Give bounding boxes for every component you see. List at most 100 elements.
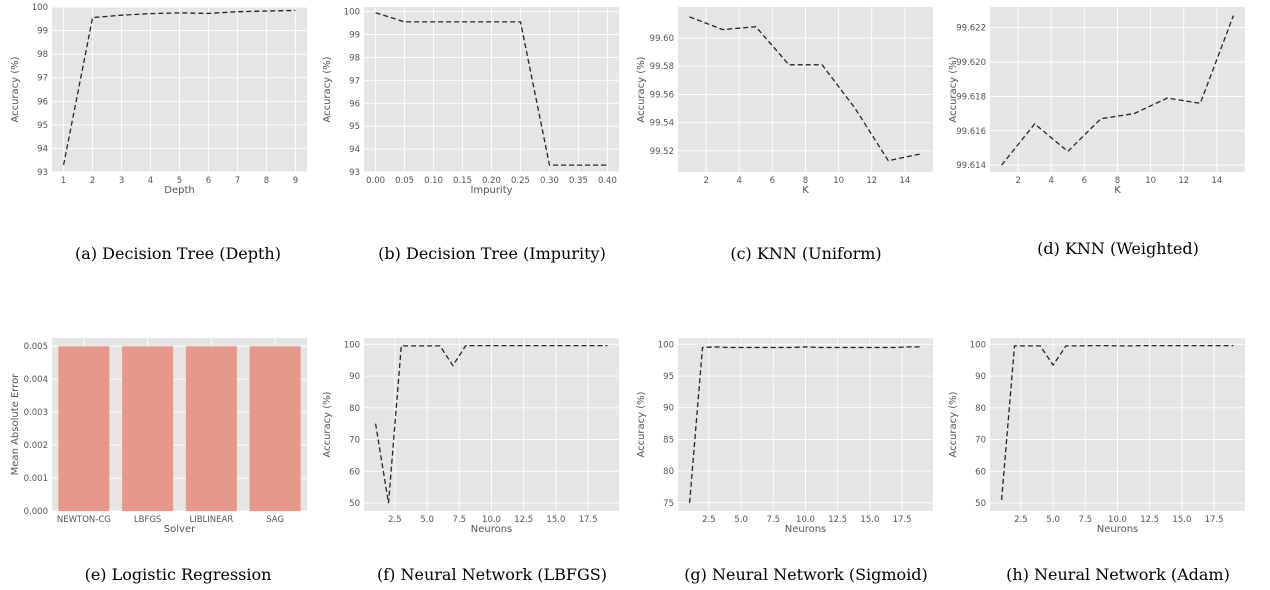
- y-axis-label: Accuracy (%): [322, 56, 333, 122]
- data-point: [1026, 344, 1029, 347]
- x-tick-label: 14: [899, 176, 910, 186]
- x-tick-label: 7.5: [1079, 515, 1093, 525]
- y-tick-label: 0.000: [24, 507, 48, 517]
- subfigure-caption: (b) Decision Tree (Impurity): [378, 244, 606, 263]
- y-tick-label: 95: [663, 372, 674, 382]
- y-tick-label: 93: [37, 168, 48, 178]
- data-point: [887, 159, 890, 162]
- data-point: [91, 16, 94, 19]
- x-tick-label: 15.0: [546, 515, 565, 525]
- data-point: [817, 346, 820, 349]
- x-tick-label: 2.5: [702, 515, 716, 525]
- x-tick-label: 15.0: [1172, 515, 1191, 525]
- data-point: [714, 345, 717, 348]
- y-tick-label: 99: [37, 27, 48, 37]
- data-point: [907, 345, 910, 348]
- x-tick-label: 12: [866, 176, 877, 186]
- data-point: [1103, 344, 1106, 347]
- accuracy-series-line: [1000, 344, 1234, 500]
- y-tick-label: 99.618: [956, 92, 986, 102]
- data-point: [120, 14, 123, 17]
- y-tick-label: 70: [975, 436, 986, 446]
- data-point: [1132, 112, 1135, 115]
- chart-panel: 75 80 85 90 95 100 2.5 5.0 7.5 10.0 12.5 15.0 17.5 Ne…: [636, 338, 933, 584]
- x-tick-label: 17.5: [1205, 515, 1224, 525]
- bar-liblinear: [185, 346, 237, 511]
- data-point: [503, 344, 506, 347]
- y-tick-label: 98: [349, 53, 360, 63]
- data-point: [516, 344, 519, 347]
- y-tick-label: 90: [349, 372, 360, 382]
- chart-panel: 99.614 99.616 99.618 99.620 99.622 2 4 6 8 10 12 14…: [948, 7, 1245, 258]
- y-tick-label: 99.56: [650, 90, 674, 100]
- y-tick-label: 60: [349, 467, 360, 477]
- y-tick-label: 0.002: [24, 441, 48, 451]
- x-axis-label: Neurons: [1097, 524, 1139, 535]
- chart-panel: 93 94 95 96 97 98 99 100 0.00 0.05 0.10 0.15 0.20 0.2…: [322, 7, 619, 263]
- data-point: [1099, 117, 1102, 120]
- y-tick-label: 50: [975, 499, 986, 509]
- data-point: [721, 28, 724, 31]
- data-point: [894, 346, 897, 349]
- y-tick-label: 94: [37, 144, 48, 154]
- y-tick-label: 99.614: [956, 161, 986, 171]
- y-tick-label: 99: [349, 31, 360, 41]
- x-tick-label: 15.0: [860, 515, 879, 525]
- y-tick-label: 100: [344, 340, 360, 350]
- data-point: [820, 63, 823, 66]
- data-point: [791, 346, 794, 349]
- y-tick-label: 100: [32, 3, 48, 13]
- data-point: [701, 346, 704, 349]
- y-tick-label: 90: [975, 372, 986, 382]
- x-tick-label: 0.10: [424, 176, 443, 186]
- data-point: [1193, 344, 1196, 347]
- data-point: [740, 346, 743, 349]
- data-point: [451, 364, 454, 367]
- y-tick-label: 99.54: [650, 119, 674, 129]
- y-tick-label: 96: [349, 99, 360, 109]
- data-point: [580, 344, 583, 347]
- x-axis-label: Solver: [164, 524, 196, 535]
- accuracy-series-line: [1001, 15, 1235, 166]
- data-point: [1000, 164, 1003, 167]
- x-tick-label: 0.25: [511, 176, 530, 186]
- y-tick-label: 94: [349, 145, 360, 155]
- y-tick-label: 50: [349, 499, 360, 509]
- data-point: [1013, 344, 1016, 347]
- data-point: [765, 346, 768, 349]
- data-point: [688, 501, 691, 504]
- x-tick-label: 2.5: [388, 515, 402, 525]
- x-axis-label: Neurons: [785, 524, 827, 535]
- x-tick-label: 7.5: [453, 515, 467, 525]
- data-point: [387, 501, 390, 504]
- x-tick-label: 2: [1015, 176, 1020, 186]
- x-axis-label: K: [802, 185, 809, 196]
- x-tick-label: 7.5: [767, 515, 781, 525]
- x-tick-label: 12: [1178, 176, 1189, 186]
- x-tick-label: 3: [119, 176, 124, 186]
- data-point: [403, 20, 406, 23]
- x-tick-label: 2: [90, 176, 95, 186]
- x-axis-label: Impurity: [470, 185, 512, 196]
- data-point: [1166, 96, 1169, 99]
- data-point: [855, 346, 858, 349]
- subfigure-caption: (e) Logistic Regression: [85, 565, 272, 584]
- y-tick-label: 99.52: [650, 147, 674, 157]
- data-point: [374, 11, 377, 14]
- y-tick-label: 0.001: [24, 474, 48, 484]
- y-tick-label: 96: [37, 97, 48, 107]
- data-point: [1000, 498, 1003, 501]
- data-point: [854, 107, 857, 110]
- x-tick-label: 2: [703, 176, 708, 186]
- y-tick-label: 75: [663, 499, 674, 509]
- x-tick-label: NEWTON-CG: [57, 515, 111, 525]
- data-point: [62, 163, 65, 166]
- chart-panel: 93 94 95 96 97 98 99 100 1 2 3 4 5 6 7 8 9 Depth Accuracy …: [10, 3, 307, 263]
- x-tick-label: 14: [1211, 176, 1222, 186]
- x-tick-label: SAG: [266, 515, 284, 525]
- subfigure-caption: (c) KNN (Uniform): [730, 244, 881, 263]
- x-tick-label: 12.5: [828, 515, 847, 525]
- y-tick-label: 99.616: [956, 127, 986, 137]
- data-point: [1116, 344, 1119, 347]
